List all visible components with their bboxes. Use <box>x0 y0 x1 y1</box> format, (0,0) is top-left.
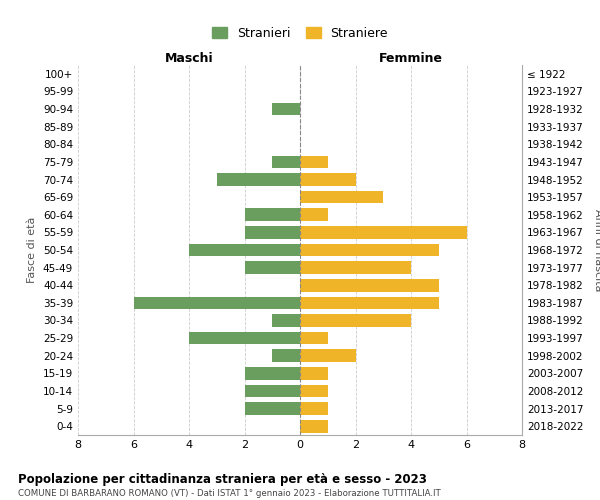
Bar <box>300 279 439 291</box>
Bar <box>272 156 300 168</box>
Bar <box>189 244 300 256</box>
Bar <box>189 332 300 344</box>
Bar <box>300 226 467 238</box>
Bar <box>300 191 383 203</box>
Bar <box>245 402 300 415</box>
Bar <box>272 350 300 362</box>
Bar <box>217 173 300 186</box>
Bar <box>300 173 355 186</box>
Text: Popolazione per cittadinanza straniera per età e sesso - 2023: Popolazione per cittadinanza straniera p… <box>18 472 427 486</box>
Legend: Stranieri, Straniere: Stranieri, Straniere <box>208 23 392 44</box>
Bar <box>245 384 300 398</box>
Text: Maschi: Maschi <box>164 52 214 65</box>
Bar <box>300 420 328 432</box>
Bar <box>300 367 328 380</box>
Y-axis label: Anni di nascita: Anni di nascita <box>593 209 600 291</box>
Bar <box>300 350 355 362</box>
Bar <box>272 102 300 116</box>
Bar <box>245 226 300 238</box>
Bar <box>133 296 300 309</box>
Bar <box>300 402 328 415</box>
Bar <box>245 262 300 274</box>
Bar <box>245 208 300 221</box>
Bar <box>300 296 439 309</box>
Bar <box>300 244 439 256</box>
Bar <box>300 262 411 274</box>
Bar <box>300 314 411 327</box>
Bar <box>300 332 328 344</box>
Bar <box>245 367 300 380</box>
Y-axis label: Fasce di età: Fasce di età <box>28 217 37 283</box>
Text: COMUNE DI BARBARANO ROMANO (VT) - Dati ISTAT 1° gennaio 2023 - Elaborazione TUTT: COMUNE DI BARBARANO ROMANO (VT) - Dati I… <box>18 489 441 498</box>
Bar <box>272 314 300 327</box>
Bar <box>300 384 328 398</box>
Text: Femmine: Femmine <box>379 52 443 65</box>
Bar <box>300 208 328 221</box>
Bar <box>300 156 328 168</box>
